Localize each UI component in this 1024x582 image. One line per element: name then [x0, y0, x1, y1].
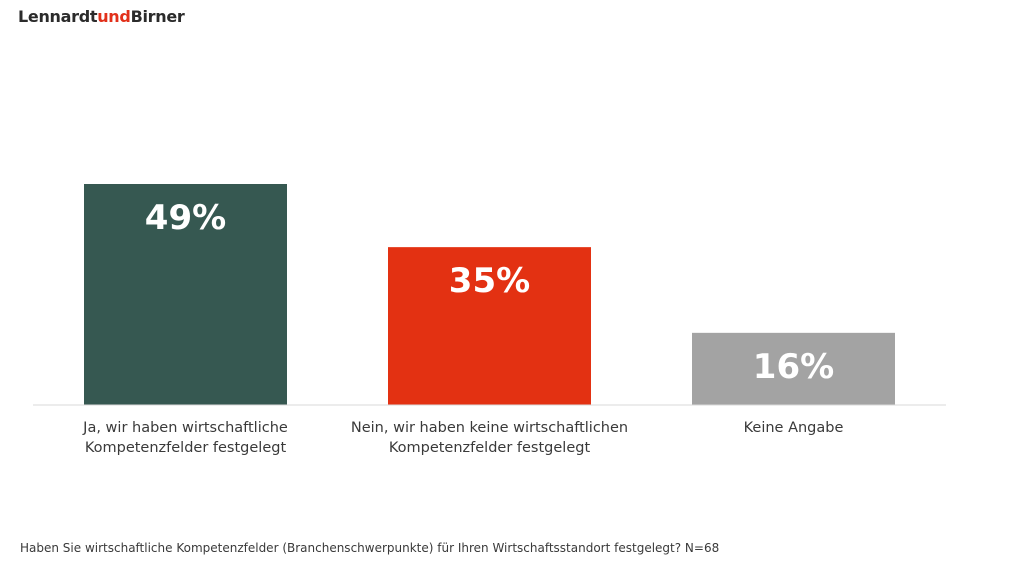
bar-value-label-1: 49%	[145, 198, 226, 238]
category-label-3-line-1: Keine Angabe	[744, 420, 844, 436]
labels-group: 49% Ja, wir haben wirtschaftliche Kompeten…	[82, 198, 843, 456]
bar-value-label-3: 16%	[753, 347, 834, 387]
bar-1	[84, 184, 287, 405]
logo-text-part3: Birner	[130, 7, 185, 26]
category-label-1-line-2: Kompetenzfelder festgelegt	[85, 440, 287, 456]
bar-value-label-2: 35%	[449, 261, 530, 301]
bars-group	[84, 184, 895, 405]
survey-question-footnote: Haben Sie wirtschaftliche Kompetenzfelde…	[20, 541, 720, 555]
logo-text-part2: und	[97, 7, 131, 26]
category-label-2-line-1: Nein, wir haben keine wirtschaftlichen	[351, 420, 628, 436]
brand-logo: LennardtundBirner	[18, 6, 185, 28]
logo-text-part1: Lennardt	[18, 7, 98, 26]
category-label-1-line-1: Ja, wir haben wirtschaftliche	[82, 420, 288, 436]
bar-3	[692, 332, 895, 405]
bar-2	[388, 247, 591, 405]
category-label-2-line-2: Kompetenzfelder festgelegt	[389, 440, 591, 456]
